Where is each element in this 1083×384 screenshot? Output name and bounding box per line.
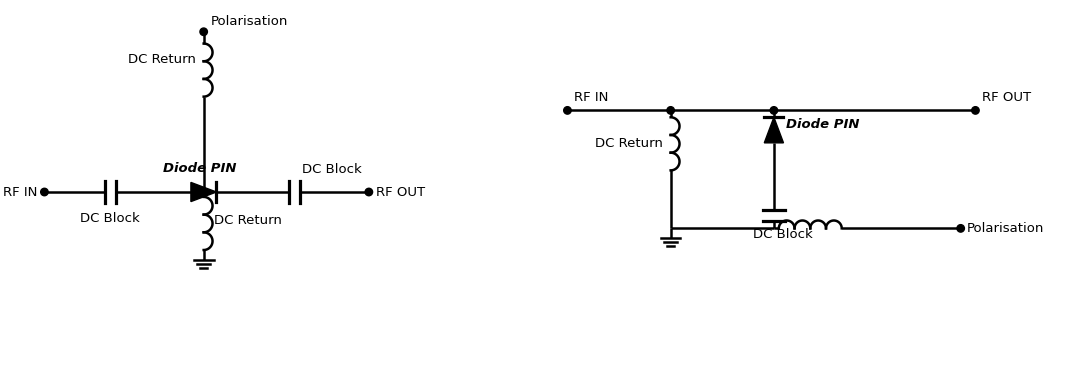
Circle shape	[667, 107, 675, 114]
Text: RF IN: RF IN	[574, 91, 609, 104]
Text: DC Return: DC Return	[595, 137, 663, 150]
Polygon shape	[191, 182, 217, 202]
Text: DC Block: DC Block	[753, 228, 812, 241]
Text: DC Return: DC Return	[213, 214, 282, 227]
Text: DC Block: DC Block	[80, 212, 140, 225]
Circle shape	[563, 107, 571, 114]
Text: RF OUT: RF OUT	[376, 185, 425, 199]
Circle shape	[770, 107, 778, 114]
Text: Polarisation: Polarisation	[210, 15, 288, 28]
Text: RF IN: RF IN	[3, 185, 38, 199]
Circle shape	[41, 188, 48, 196]
Text: DC Block: DC Block	[302, 163, 362, 176]
Text: RF OUT: RF OUT	[982, 91, 1031, 104]
Polygon shape	[765, 117, 783, 143]
Circle shape	[200, 28, 208, 35]
Circle shape	[957, 225, 965, 232]
Circle shape	[365, 188, 373, 196]
Text: Polarisation: Polarisation	[967, 222, 1044, 235]
Text: DC Return: DC Return	[128, 53, 196, 66]
Text: Diode PIN: Diode PIN	[164, 162, 236, 175]
Circle shape	[971, 107, 979, 114]
Text: Diode PIN: Diode PIN	[785, 118, 859, 131]
